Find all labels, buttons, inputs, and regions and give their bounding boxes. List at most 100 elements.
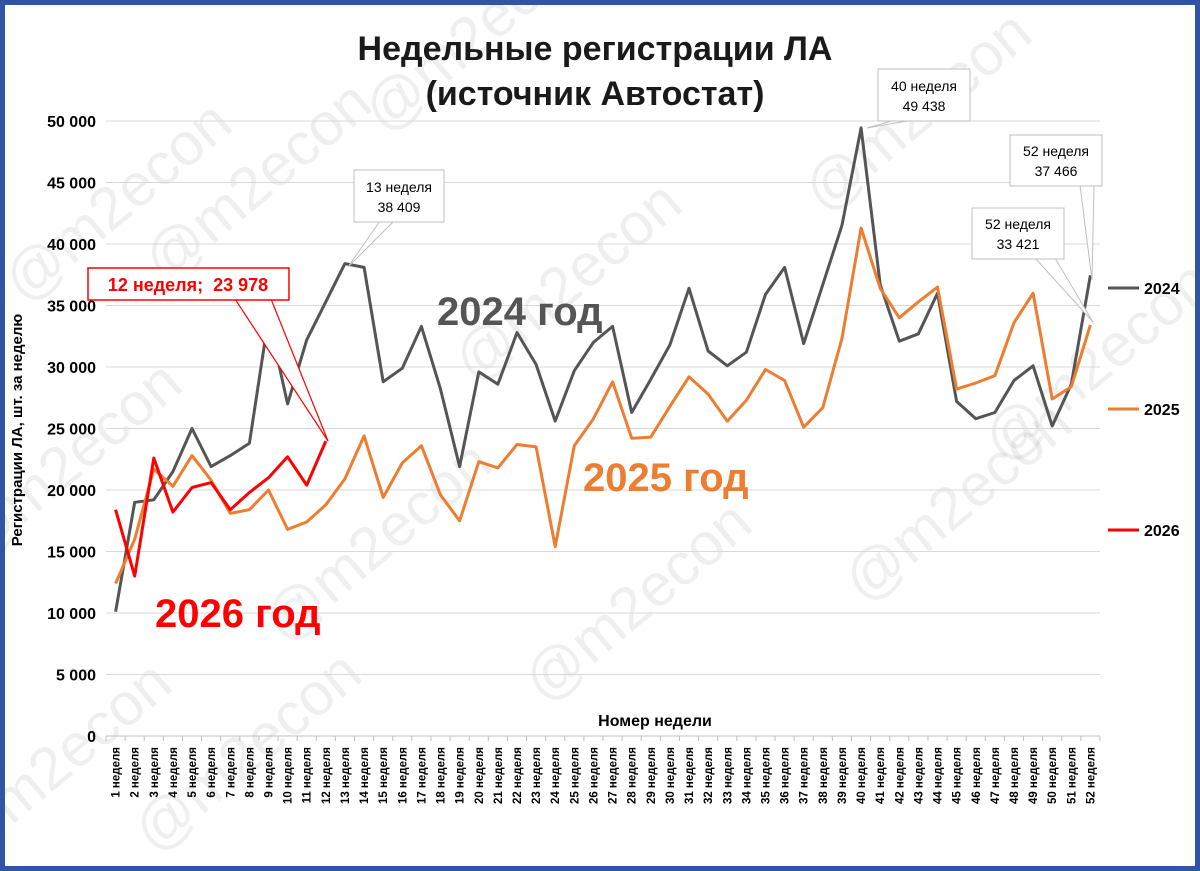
x-tick-label: 41 неделя [875,747,887,804]
callout-week52-2024: 52 неделя 37 466 [1009,134,1103,281]
callout-week52-2025: 52 неделя 33 421 [971,207,1094,323]
x-tick-label: 26 неделя [588,747,600,804]
x-tick-label: 33 неделя [722,747,734,804]
y-tick-label: 0 [87,729,96,746]
y-tick-label: 40 000 [47,237,96,254]
x-tick-label: 34 неделя [741,747,753,804]
y-tick-label: 5 000 [56,668,96,685]
x-tick-label: 11 неделя [302,747,314,803]
legend-label-2024: 2024 [1144,281,1180,298]
x-tick-label: 22 неделя [512,747,524,804]
series-line-2026 [114,440,328,578]
callout-week40-box [877,68,971,122]
callout-2026-week12-pointer [233,298,329,442]
x-tick-label: 30 неделя [665,747,677,804]
x-tick-label: 35 неделя [760,747,772,804]
watermark-text: @m2econ [440,167,693,395]
x-tick-label: 45 неделя [952,747,964,804]
y-tick-label: 45 000 [47,176,96,193]
callout-week13-value: 38 409 [378,199,421,215]
x-tick-label: 19 неделя [455,747,467,804]
x-tick-label: 15 неделя [378,747,390,804]
callout-week52-2025-value: 33 421 [997,236,1040,252]
x-tick-label: 36 неделя [780,747,792,804]
series-line-2025 [114,226,1092,585]
x-tick-label: 43 неделя [913,747,925,804]
legend: 2024 2025 2026 [1108,281,1180,540]
x-tick-label: 32 неделя [703,747,715,804]
x-tick-label: 2 неделя [130,747,142,798]
x-tick-label: 25 неделя [569,747,581,804]
chart-title-line2: (источник Автостат) [426,75,765,113]
callout-week52-2024-week: 52 неделя [1023,143,1089,159]
x-tick-label: 21 неделя [493,747,505,804]
y-tick-label: 30 000 [47,360,96,377]
x-tick-label: 6 неделя [206,747,218,798]
x-tick-label: 51 неделя [1066,747,1078,804]
y-tick-label: 10 000 [47,606,96,623]
series-label-2025: 2025 год [583,456,749,500]
x-tick-label: 12 неделя [321,747,333,804]
x-axis-title: Номер недели [598,713,712,730]
y-tick-label: 25 000 [47,422,96,439]
callout-week52-2024-box [1009,134,1103,187]
watermark-text: @m2econ [510,487,763,715]
x-tick-label: 44 неделя [933,747,945,804]
x-tick-label: 23 неделя [531,747,543,804]
x-tick-label: 27 неделя [608,747,620,804]
callout-week52-2025-pointer [1033,257,1094,323]
x-tick-label: 14 неделя [359,747,371,804]
x-tick-label: 8 неделя [244,747,256,798]
y-tick-label: 15 000 [47,545,96,562]
y-axis: 0 5 000 10 000 15 000 20 000 25 000 30 000 35 0… [47,114,96,746]
x-tick-label: 37 неделя [799,747,811,804]
x-tick-label: 42 неделя [894,747,906,804]
x-tick-label: 38 неделя [818,747,830,804]
callout-week13-box [353,169,445,223]
x-tick-label: 48 неделя [1009,747,1021,804]
watermark-text: @m2econ [5,347,194,575]
x-tick-label: 52 неделя [1085,747,1097,804]
x-tick-label: 7 неделя [225,747,237,798]
x-tick-label: 5 неделя [187,747,199,798]
x-tick-label: 17 неделя [416,747,428,804]
x-tick-label: 39 неделя [837,747,849,804]
x-tick-label: 49 неделя [1028,747,1040,804]
callout-week13-week: 13 неделя [366,179,432,195]
y-tick-label: 50 000 [47,114,96,131]
series-label-2026: 2026 год [155,592,321,636]
callout-2026-week12-text: 12 неделя; 23 978 [108,275,268,295]
x-tick-label: 1 неделя [111,747,123,798]
y-axis-title: Регистрации ЛА, шт. за неделю [9,314,26,547]
callout-week13: 13 неделя 38 409 [347,169,445,268]
chart-title-line1: Недельные регистрации ЛА [358,30,833,68]
x-tick-label: 4 неделя [168,747,180,798]
x-tick-label: 13 неделя [340,747,352,804]
callout-week40: 40 неделя 49 438 [866,68,971,129]
legend-label-2025: 2025 [1144,402,1180,419]
legend-label-2026: 2026 [1144,523,1180,540]
callout-week40-week: 40 неделя [891,78,957,94]
x-tick-label: 3 неделя [149,747,161,798]
x-tick-label: 29 неделя [646,747,658,804]
callout-2026-week12: 12 неделя; 23 978 [87,267,329,442]
callout-week40-value: 49 438 [903,98,946,114]
callout-week52-2025-week: 52 неделя [985,216,1051,232]
x-tick-label: 10 неделя [283,747,295,804]
x-tick-label: 9 неделя [263,747,275,798]
x-axis: 1 неделя 2 неделя 3 неделя 4 неделя 5 неделя… [105,736,1101,804]
callout-week52-2024-value: 37 466 [1035,163,1078,179]
y-tick-label: 35 000 [47,299,96,316]
x-tick-label: 18 неделя [436,747,448,804]
x-tick-label: 50 неделя [1047,747,1059,804]
series-label-2024: 2024 год [437,290,603,334]
x-tick-label: 20 неделя [474,747,486,804]
callout-week52-2024-pointer [1079,184,1095,281]
x-tick-label: 28 неделя [627,747,639,804]
x-tick-label: 40 неделя [856,747,868,804]
callout-week52-2025-box [971,207,1065,260]
grid [106,120,1100,737]
